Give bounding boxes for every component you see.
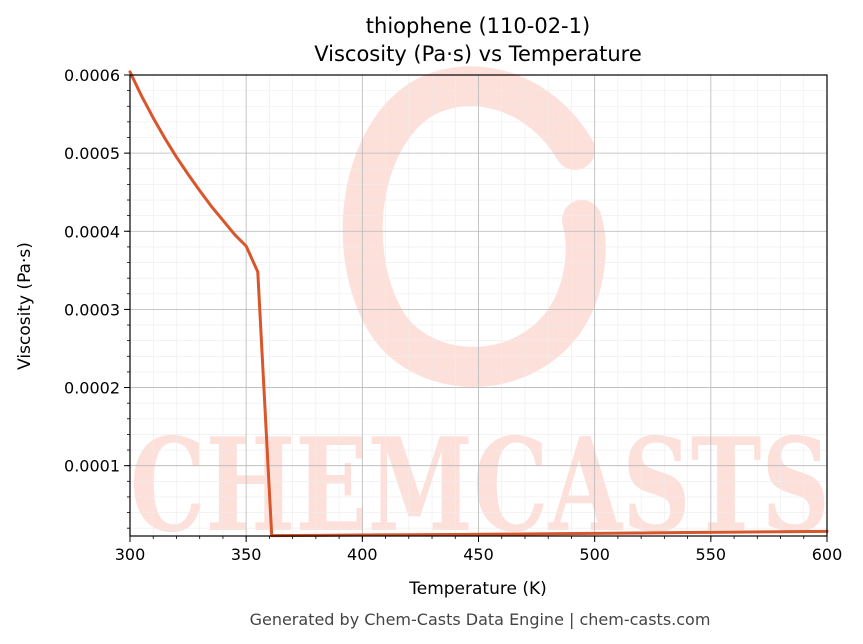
x-tick-label: 450 [463,545,494,564]
x-tick-label: 600 [812,545,843,564]
x-tick-label: 300 [115,545,146,564]
y-tick-label: 0.0004 [64,222,120,241]
x-tick-label: 350 [231,545,262,564]
watermark: CHEMCASTS [130,66,830,561]
x-tick-label: 400 [347,545,378,564]
y-tick-label: 0.0001 [64,457,120,476]
watermark-text: CHEMCASTS [130,411,830,561]
y-tick-label: 0.0005 [64,144,120,163]
chart-subtitle: Viscosity (Pa·s) vs Temperature [314,42,642,66]
chart-title: thiophene (110-02-1) [366,14,590,38]
y-tick-label: 0.0002 [64,379,120,398]
x-tick-label: 550 [696,545,727,564]
x-tick-label: 500 [579,545,610,564]
y-tick-label: 0.0006 [64,66,120,85]
x-axis-label: Temperature (K) [408,579,547,599]
footer-credit: Generated by Chem-Casts Data Engine | ch… [250,610,711,629]
watermark-logo-ring [342,66,606,387]
y-tick-label: 0.0003 [64,300,120,319]
ticks-layer: 300 350 400 450 500 550 600 0.0001 0.0002 0.0003 0… [64,66,842,564]
y-axis-label: Viscosity (Pa·s) [15,242,35,370]
